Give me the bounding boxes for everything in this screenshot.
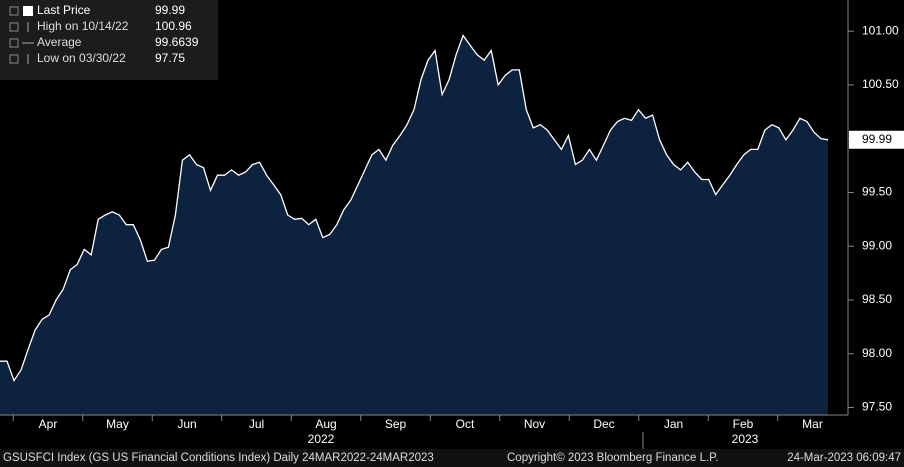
x-tick-label: Feb: [733, 417, 754, 431]
plot: [0, 34, 829, 415]
legend-toggle: [9, 6, 19, 16]
x-tick-label: Jun: [177, 417, 196, 431]
legend-label: Average: [37, 35, 82, 49]
year-label: 2022: [308, 432, 335, 446]
y-tick-label: 98.00: [862, 346, 892, 360]
y-tick-label: 100.50: [862, 77, 899, 91]
footer-timestamp: 24-Mar-2023 06:09:47: [787, 452, 901, 464]
legend-value: 100.96: [155, 19, 192, 33]
last-value-box: [849, 130, 904, 149]
x-tick-label: Aug: [315, 417, 336, 431]
y-tick-label: 98.50: [862, 292, 892, 306]
legend-value: 97.75: [155, 51, 185, 65]
x-tick-label: Apr: [39, 417, 58, 431]
legend-swatch: [23, 6, 33, 16]
x-tick-label: May: [106, 417, 129, 431]
x-tick-label: Sep: [385, 417, 407, 431]
x-tick-label: Mar: [802, 417, 823, 431]
y-tick-label: 99.00: [862, 238, 892, 252]
x-tick-label: Dec: [593, 417, 614, 431]
last-value-label: 99.99: [862, 132, 892, 146]
x-tick-label: Jul: [249, 417, 264, 431]
area: [0, 35, 828, 415]
legend-box: [0, 0, 218, 80]
year-label: 2023: [732, 432, 759, 446]
legend-value: 99.99: [155, 3, 185, 17]
legend-toggle: [9, 54, 19, 64]
footer-bar: [0, 449, 904, 467]
y-tick-label: 101.00: [862, 23, 899, 37]
x-tick-label: Nov: [524, 417, 545, 431]
legend-toggle: [9, 22, 19, 32]
legend-label: Last Price: [37, 3, 91, 17]
footer-copyright: Copyright© 2023 Bloomberg Finance L.P.: [507, 452, 719, 464]
x-tick-label: Jan: [664, 417, 683, 431]
footer-index: GSUSFCI Index (GS US Financial Condition…: [3, 452, 434, 464]
y-tick-label: 97.50: [862, 400, 892, 414]
legend-label: High on 10/14/22: [37, 19, 129, 33]
line: [0, 34, 829, 383]
legend-value: 99.6639: [155, 35, 199, 49]
legend-toggle: [9, 38, 19, 48]
legend-label: Low on 03/30/22: [37, 51, 126, 65]
y-tick-label: 99.50: [862, 185, 892, 199]
x-tick-label: Oct: [456, 417, 475, 431]
